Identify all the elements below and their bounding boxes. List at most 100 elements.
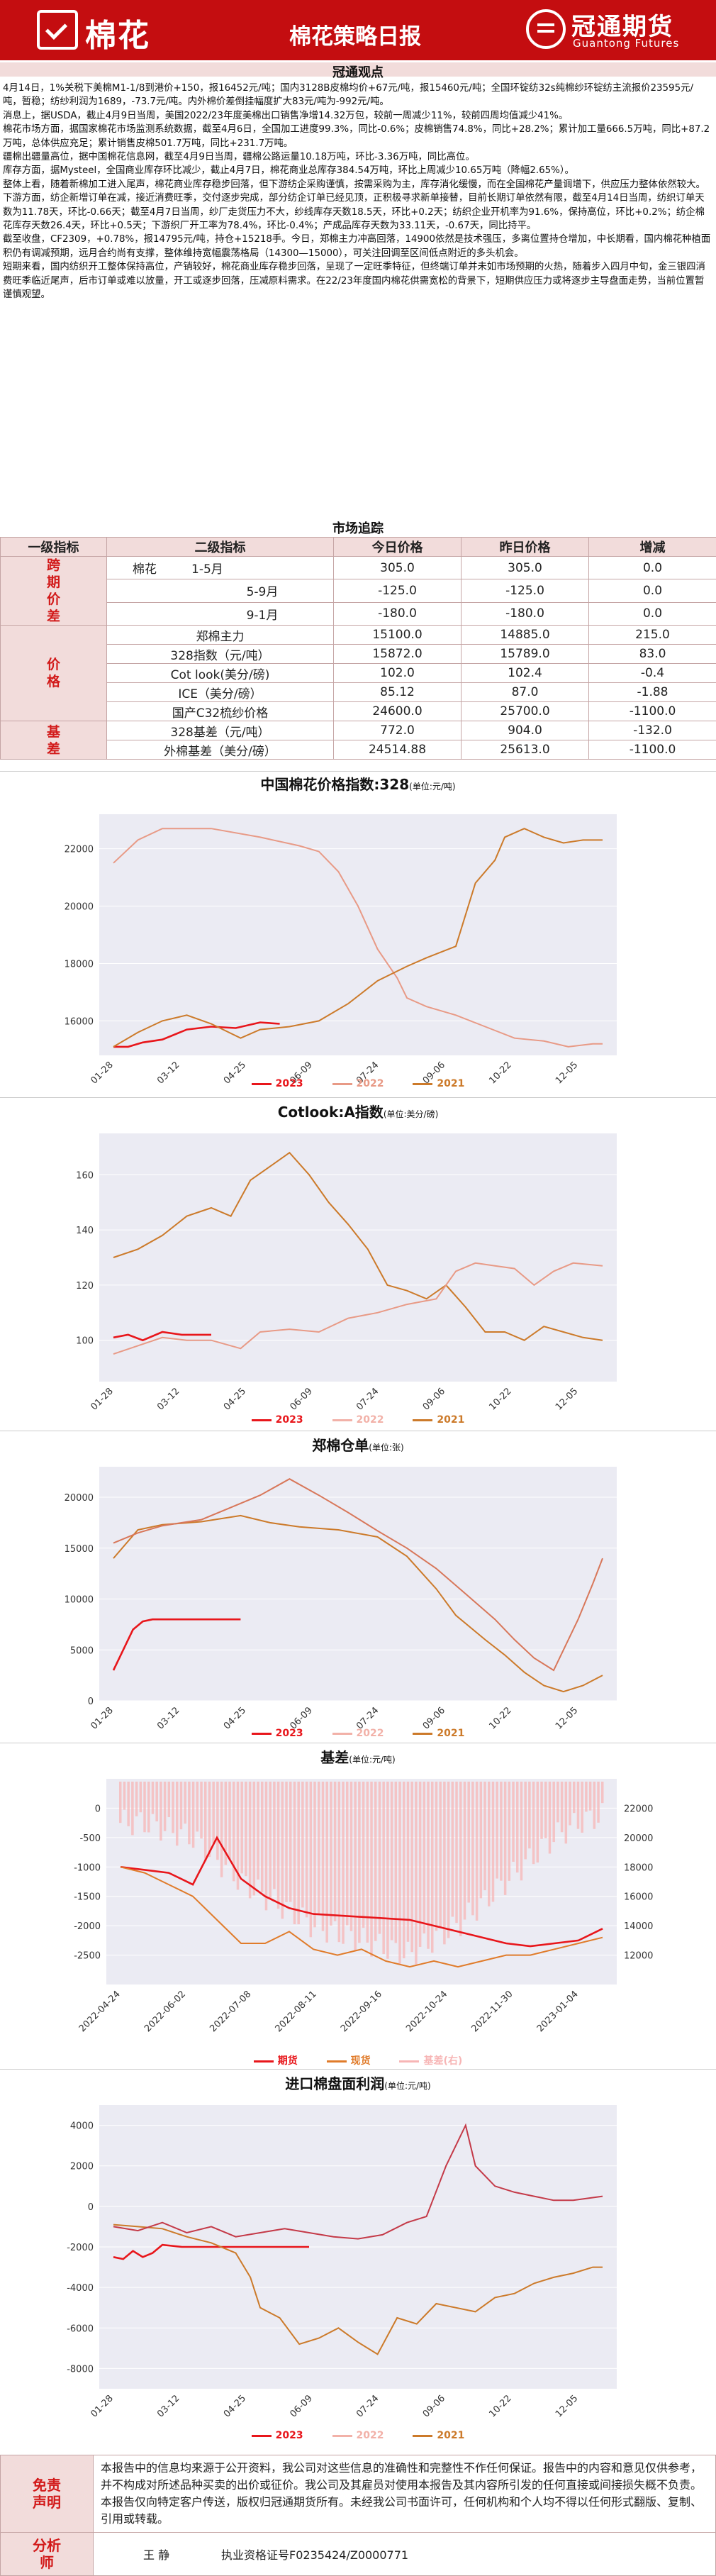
basis-bar: [140, 1782, 142, 1812]
basis-bar: [379, 1782, 381, 1934]
basis-bar: [398, 1782, 401, 1964]
viewpoint-paragraph: 疆棉出疆量高位，据中国棉花信息网，截至4月9日当周，疆棉公路运量10.18万吨，…: [3, 150, 712, 164]
basis-bar: [589, 1782, 592, 1811]
chart-legend: 2023 2022 2021: [0, 1078, 716, 1089]
yesterday-value: 14885.0: [462, 626, 589, 645]
basis-bar: [528, 1782, 531, 1848]
y2-tick-label: 22000: [624, 1804, 653, 1814]
basis-bar: [431, 1782, 434, 1953]
row-label: 国产C32梳纱价格: [107, 702, 334, 721]
x-tick-label: 03-12: [155, 1386, 181, 1412]
basis-bar: [496, 1782, 498, 1879]
analyst-label: 分析师: [31, 2537, 62, 2571]
chart-legend: 期货 现货 基差(右): [0, 2053, 716, 2067]
y-tick-label: 22000: [65, 845, 94, 855]
x-tick-label: 06-09: [288, 2393, 314, 2419]
basis-bar: [164, 1782, 167, 1831]
viewpoints-title: 冠通观点: [0, 62, 716, 81]
yesterday-value: -180.0: [462, 602, 589, 625]
basis-bar: [342, 1782, 345, 1944]
category-cell: 跨期价差: [1, 557, 107, 626]
basis-bar: [216, 1782, 219, 1860]
basis-bar: [119, 1782, 122, 1823]
basis-bar: [160, 1782, 162, 1841]
table-row: Cot look(美分/磅) 102.0 102.4 -0.4: [1, 664, 716, 683]
table-header-row: 一级指标 二级指标 今日价格 昨日价格 增减: [1, 538, 716, 557]
change-value: 0.0: [589, 602, 716, 625]
basis-bar: [476, 1782, 479, 1921]
viewpoint-paragraph: 整体上看，随着新棉加工进入尾声，棉花商业库存稳步回落，但下游纺企采购谨慎，按需采…: [3, 178, 712, 191]
basis-bar: [176, 1782, 179, 1845]
table-row: 国产C32梳纱价格 24600.0 25700.0 -1100.0: [1, 702, 716, 721]
basis-bar: [597, 1782, 600, 1823]
basis-bar: [245, 1782, 247, 1876]
x-tick-label: 10-22: [487, 2393, 513, 2419]
basis-bar: [220, 1782, 223, 1877]
basis-bar: [184, 1782, 186, 1823]
series-line-2021: [113, 828, 603, 1047]
analyst-label-cell: 分析师: [1, 2533, 94, 2576]
basis-bar: [346, 1782, 349, 1926]
yesterday-value: 305.0: [462, 557, 589, 579]
basis-bar: [208, 1782, 211, 1857]
checkbox-logo-icon: [37, 10, 78, 50]
y-tick-label: 18000: [65, 959, 94, 970]
basis-bar: [556, 1782, 559, 1822]
row-label: 9-1月: [191, 605, 333, 623]
basis-bar: [135, 1782, 138, 1816]
basis-bar: [192, 1782, 195, 1848]
x-tick-label: 2022-07-08: [208, 1989, 253, 2034]
company-logo-icon: [526, 9, 566, 49]
yesterday-value: 87.0: [462, 683, 589, 702]
basis-bar: [318, 1782, 320, 1914]
y-tick-label: 5000: [70, 1645, 94, 1656]
analyst-row: 分析师 王 静执业资格证号F0235424/Z0000771: [1, 2533, 716, 2576]
basis-bar: [439, 1782, 442, 1927]
x-tick-label: 04-25: [222, 2393, 248, 2419]
y-tick-label: -2000: [67, 2243, 94, 2253]
viewpoint-paragraph: 截至收盘，CF2309，+0.78%，报14795元/吨，持仓+15218手。今…: [3, 233, 712, 260]
basis-bar: [155, 1782, 158, 1821]
legend-item: 2021: [413, 1728, 464, 1739]
footer-table: 免责声明 本报告中的信息均来源于公开资料，我公司对这些信息的准确性和完整性不作任…: [0, 2455, 716, 2576]
basis-bar: [180, 1782, 183, 1829]
basis-bar: [391, 1782, 393, 1941]
yesterday-value: 25700.0: [462, 702, 589, 721]
analyst-license: 执业资格证号F0235424/Z0000771: [221, 2548, 408, 2562]
basis-bar: [362, 1782, 365, 1928]
basis-bar: [127, 1782, 130, 1826]
basis-bar: [354, 1782, 357, 1951]
col-header: 一级指标: [1, 538, 107, 557]
y-tick-label: 0: [88, 1697, 94, 1707]
row-label: ICE（美分/磅）: [107, 683, 334, 702]
series-line-2022: [113, 828, 603, 1047]
x-tick-label: 2022-09-16: [339, 1989, 384, 2034]
col-header: 昨日价格: [462, 538, 589, 557]
market-title: 市场追踪: [0, 518, 716, 537]
basis-bar: [306, 1782, 308, 1917]
today-value: 85.12: [334, 683, 462, 702]
basis-bar: [200, 1782, 203, 1838]
table-row: 5-9月 -125.0 -125.0 0.0: [1, 579, 716, 602]
table-row: 328指数（元/吨） 15872.0 15789.0 83.0: [1, 645, 716, 664]
basis-bar: [508, 1782, 511, 1881]
viewpoint-paragraph: 棉花市场方面，据国家棉花市场监测系统数据，截至4月6日，全国加工进度99.3%，…: [3, 123, 712, 150]
basis-bar: [423, 1782, 426, 1933]
basis-bar: [123, 1782, 126, 1810]
basis-bar: [253, 1782, 256, 1895]
basis-bar: [334, 1782, 337, 1921]
y-tick-label: 15000: [65, 1544, 94, 1555]
report-header: 棉花 棉花策略日报 冠通期货 Guantong Futures: [0, 0, 716, 60]
x-tick-label: 2022-08-11: [274, 1989, 319, 2034]
viewpoint-paragraph: 消息上，据USDA，截止4月9日当周，美国2022/23年度美棉出口销售净增14…: [3, 109, 712, 123]
today-value: -180.0: [334, 602, 462, 625]
disclaimer-row: 免责声明 本报告中的信息均来源于公开资料，我公司对这些信息的准确性和完整性不作任…: [1, 2455, 716, 2533]
disclaimer-text: 本报告中的信息均来源于公开资料，我公司对这些信息的准确性和完整性不作任何保证。报…: [94, 2455, 716, 2533]
basis-bar: [322, 1782, 325, 1931]
